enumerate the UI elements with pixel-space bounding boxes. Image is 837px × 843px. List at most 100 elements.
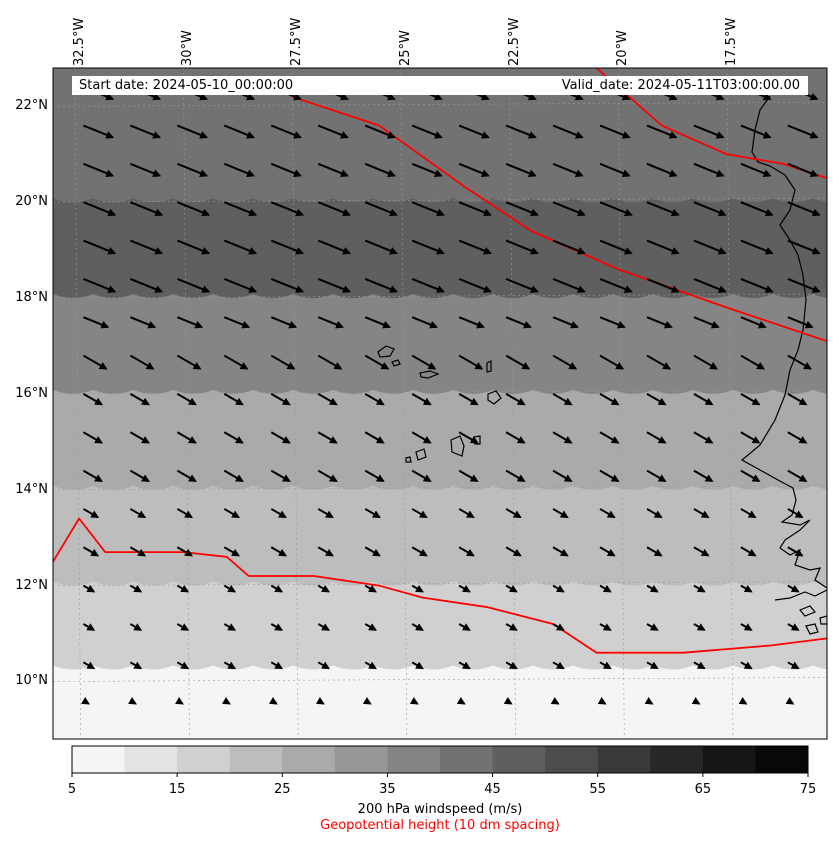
wind-arrow	[270, 546, 287, 557]
wind-arrow	[364, 393, 385, 406]
wind-arrow	[552, 661, 565, 670]
island-sal	[486, 360, 492, 373]
wind-arrow	[411, 162, 443, 177]
wind-arrow	[176, 431, 197, 444]
wind-arrow	[599, 277, 633, 293]
colorbar-swatch	[387, 746, 441, 773]
wind-arrow	[787, 393, 808, 406]
map-area	[53, 68, 827, 739]
wind-arrow	[505, 354, 531, 370]
wind-arrow	[317, 277, 352, 293]
wind-arrow	[599, 508, 616, 519]
cape-verde-islands	[377, 345, 502, 463]
wind-arrow	[740, 277, 774, 293]
island-boa-vista	[487, 390, 502, 405]
colorbar-label: 200 hPa windspeed (m/s)	[357, 802, 523, 817]
colorbar-swatch	[492, 746, 546, 773]
wind-arrow	[646, 469, 667, 482]
wind-arrow	[505, 239, 539, 255]
wind-arrow	[223, 546, 240, 557]
wind-arrow	[83, 201, 117, 217]
wind-arrow	[270, 431, 291, 444]
wind-arrow	[693, 661, 706, 670]
wind-arrow	[646, 393, 667, 406]
wind-arrow	[740, 316, 767, 329]
wind-arrow	[130, 201, 164, 217]
wind-arrow	[270, 508, 287, 519]
wind-arrow	[315, 696, 325, 705]
wind-arrow	[82, 469, 104, 482]
bijagos-outline	[799, 605, 827, 635]
wind-arrow	[130, 162, 162, 177]
wind-arrow	[693, 124, 725, 139]
wind-arrow	[362, 696, 372, 705]
wind-arrow	[458, 584, 471, 593]
wind-arrow	[599, 354, 625, 370]
wind-arrow	[787, 508, 804, 519]
wind-arrow	[176, 546, 194, 557]
colorbar-tick-label: 65	[694, 782, 712, 797]
windspeed-band	[53, 581, 827, 674]
wind-arrow	[364, 162, 396, 177]
wind-arrow	[411, 393, 432, 406]
wind-arrow	[458, 239, 492, 255]
colorbar-swatch	[229, 746, 283, 773]
wind-arrow	[552, 239, 586, 255]
wind-arrow	[693, 393, 714, 406]
wind-arrow	[411, 661, 424, 670]
wind-arrow	[176, 162, 209, 177]
wind-arrow	[270, 584, 284, 593]
wind-arrow	[458, 393, 479, 406]
wind-arrow	[552, 623, 565, 631]
wind-arrow	[364, 316, 392, 329]
longitude-label-text: 27.5°W	[289, 17, 305, 66]
wind-arrow	[270, 277, 305, 293]
wind-arrow	[129, 393, 150, 406]
colorbar-tick-label: 5	[67, 782, 77, 797]
wind-arrow	[787, 661, 800, 670]
wind-arrow	[411, 584, 424, 593]
longitude-label: 25°W	[398, 10, 415, 66]
wind-arrow	[693, 584, 706, 593]
wind-arrow	[364, 469, 385, 482]
island-sao-nicolau	[419, 370, 440, 379]
wind-arrow	[176, 623, 190, 631]
colorbar-swatch	[72, 746, 126, 773]
wind-arrow	[740, 201, 774, 217]
lat-gridline	[53, 293, 827, 299]
wind-arrow	[552, 354, 578, 370]
island-santo-antao	[377, 345, 395, 358]
wind-arrow	[646, 546, 663, 557]
wind-arrow	[82, 393, 104, 406]
wind-arrow	[223, 584, 237, 593]
lat-gridline	[53, 485, 827, 491]
wind-arrow	[693, 277, 727, 293]
longitude-label: 27.5°W	[289, 10, 306, 66]
wind-arrow	[130, 124, 162, 139]
wind-arrow	[176, 316, 204, 329]
wind-arrow	[270, 354, 296, 370]
colorbar-swatch	[755, 746, 809, 773]
colorbar-tick-label: 15	[168, 782, 186, 797]
wind-arrow	[552, 277, 586, 293]
colorbar-swatch	[702, 746, 756, 773]
wind-arrow	[646, 162, 678, 177]
lon-gridline	[400, 68, 408, 739]
wind-arrow	[129, 584, 143, 593]
wind-arrow	[270, 469, 291, 482]
wind-arrow	[646, 623, 659, 631]
colorbar-swatch	[334, 746, 388, 773]
wind-arrow	[458, 661, 471, 670]
colorbar-tick-label: 35	[379, 782, 396, 797]
longitude-label-text: 22.5°W	[506, 17, 522, 66]
wind-arrow	[82, 354, 108, 370]
wind-arrow	[644, 696, 654, 705]
wind-arrow	[787, 584, 800, 593]
wind-arrow	[505, 431, 526, 444]
wind-arrow	[130, 239, 164, 255]
wind-arrow	[787, 201, 821, 217]
lat-gridline	[53, 581, 827, 586]
wind-arrow	[740, 124, 772, 139]
lat-gridline	[53, 102, 827, 107]
